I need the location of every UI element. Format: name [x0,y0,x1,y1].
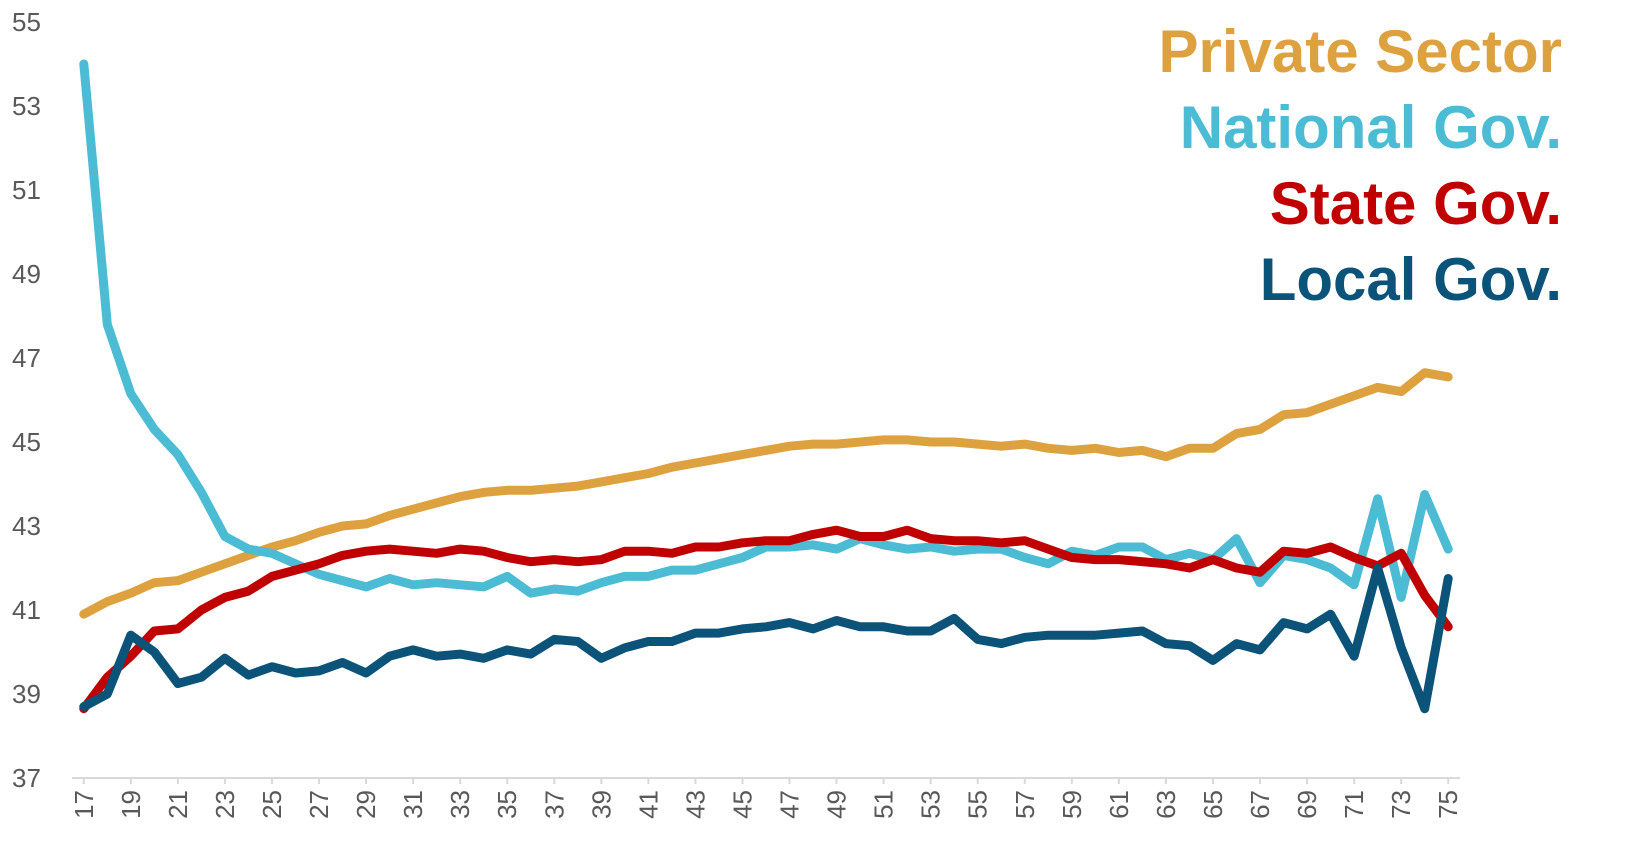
series-line [79,563,1453,714]
x-tick-label: 39 [586,790,616,819]
x-tick-label: 19 [116,790,146,819]
x-tick-label: 45 [727,790,757,819]
y-tick-label: 41 [12,595,41,625]
legend-entry: Private Sector [1158,18,1562,85]
x-tick-label: 29 [351,790,381,819]
legend-entry: State Gov. [1270,170,1562,237]
x-tick-label: 21 [163,790,193,819]
y-tick-label: 39 [12,679,41,709]
x-tick-label: 27 [304,790,334,819]
x-tick-label: 35 [492,790,522,819]
x-tick-label: 57 [1010,790,1040,819]
y-tick-label: 43 [12,511,41,541]
x-tick-label: 69 [1292,790,1322,819]
x-tick-label: 33 [445,790,475,819]
x-tick-label: 51 [869,790,899,819]
x-tick-label: 63 [1151,790,1181,819]
x-tick-label: 37 [539,790,569,819]
y-tick-label: 53 [12,91,41,121]
x-tick-label: 67 [1245,790,1275,819]
x-tick-label: 53 [916,790,946,819]
x-tick-label: 43 [680,790,710,819]
legend-entry: Local Gov. [1260,246,1562,313]
series-line [79,59,1453,602]
x-tick-label: 23 [210,790,240,819]
x-tick-label: 41 [633,790,663,819]
y-tick-label: 51 [12,175,41,205]
x-tick-label: 71 [1339,790,1369,819]
y-tick-label: 49 [12,259,41,289]
y-tick-label: 45 [12,427,41,457]
x-tick-label: 75 [1433,790,1463,819]
legend-entry: National Gov. [1180,94,1562,161]
x-tick-label: 31 [398,790,428,819]
x-tick-label: 17 [69,790,99,819]
x-tick-label: 65 [1198,790,1228,819]
series-line [79,368,1453,619]
y-tick-label: 55 [12,7,41,37]
x-tick-label: 55 [963,790,993,819]
x-tick-label: 73 [1386,790,1416,819]
x-tick-label: 25 [257,790,287,819]
x-tick-label: 49 [822,790,852,819]
x-tick-label: 61 [1104,790,1134,819]
y-tick-label: 47 [12,343,41,373]
series-line [79,525,1453,714]
x-tick-label: 47 [775,790,805,819]
x-tick-label: 59 [1057,790,1087,819]
y-tick-label: 37 [12,763,41,793]
